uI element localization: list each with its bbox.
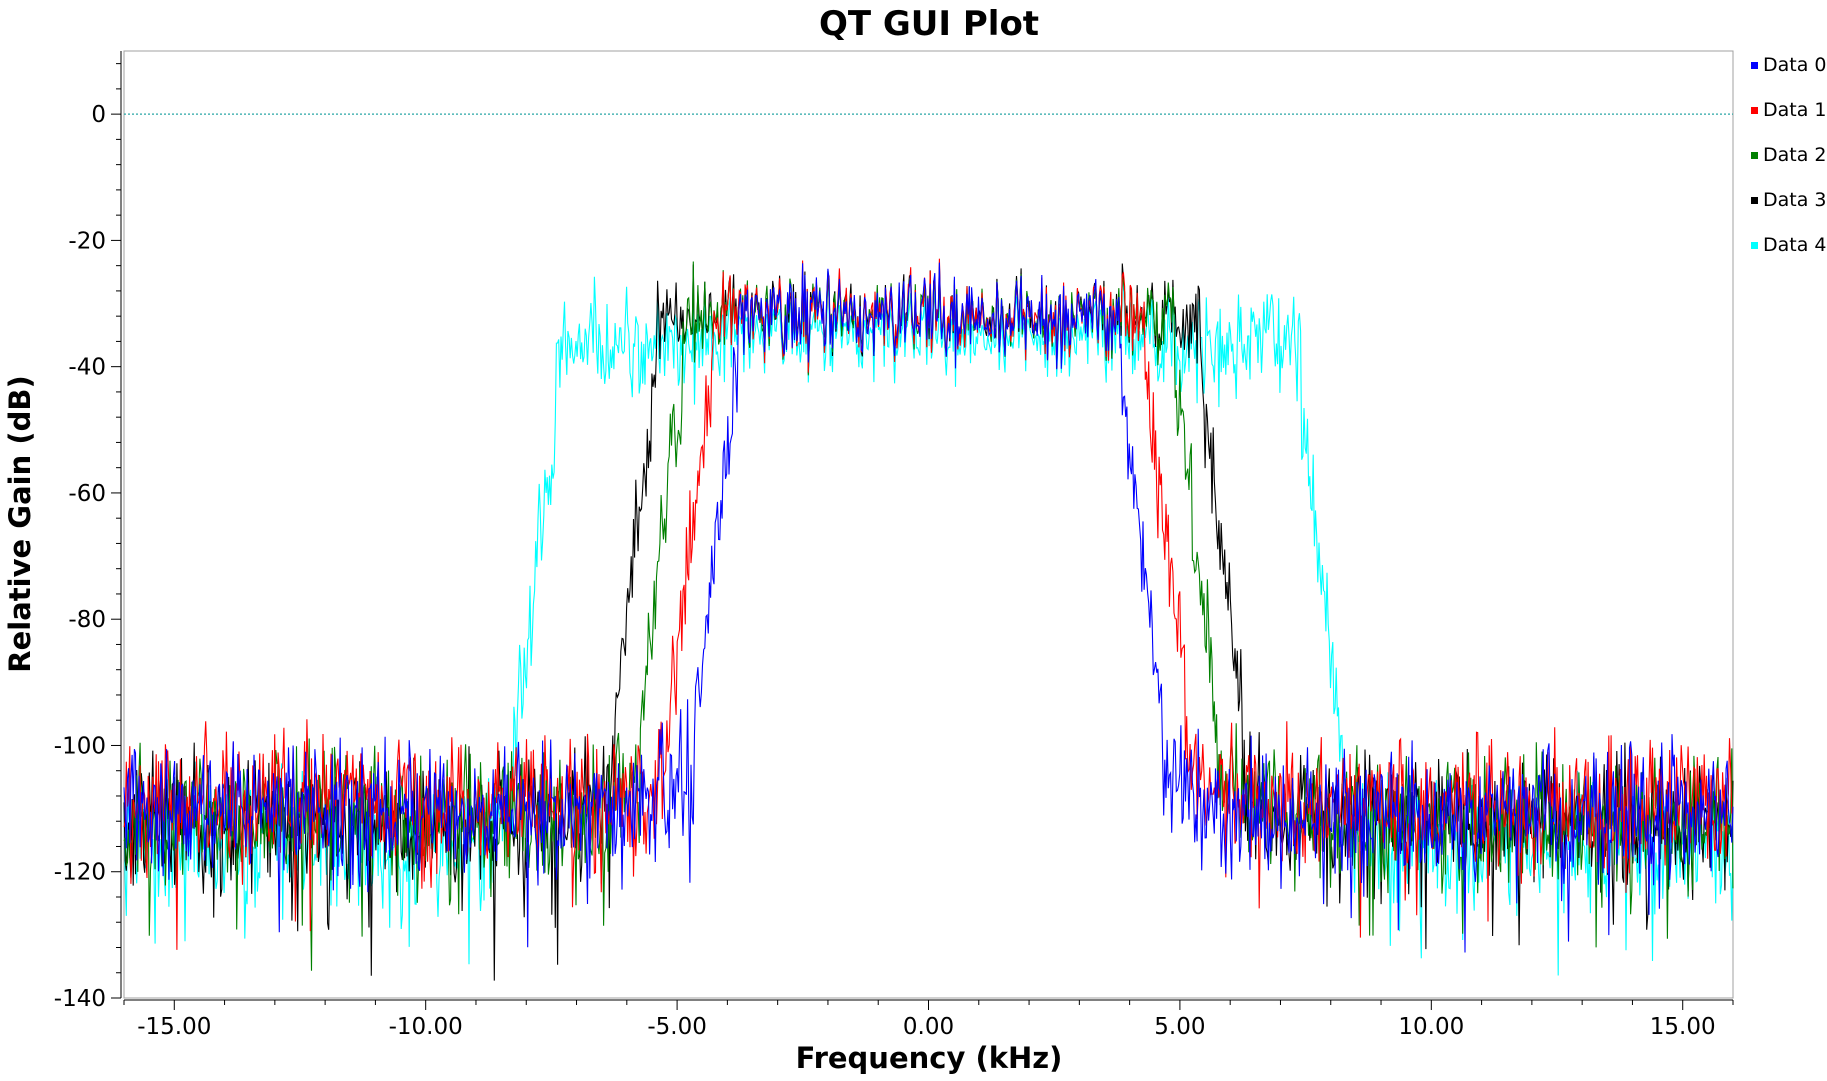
y-tick-label: -100 xyxy=(54,733,106,759)
y-tick-label: -80 xyxy=(68,607,106,633)
y-tick-label: -120 xyxy=(54,860,106,886)
chart-title: QT GUI Plot xyxy=(819,4,1039,44)
x-axis: -15.00 -10.00 -5.00 0.00 5.00 10.00 15.00 xyxy=(123,999,1734,1040)
legend-label: Data 1 xyxy=(1763,99,1827,121)
y-tick-label: -20 xyxy=(68,228,106,254)
legend-label: Data 2 xyxy=(1763,144,1827,166)
legend-swatch xyxy=(1751,242,1758,249)
y-axis-label: Relative Gain (dB) xyxy=(3,375,37,672)
legend-swatch xyxy=(1751,197,1758,204)
legend-swatch xyxy=(1751,152,1758,159)
legend-swatch xyxy=(1751,107,1758,114)
legend-label: Data 4 xyxy=(1763,234,1827,256)
legend-swatch xyxy=(1751,62,1758,69)
legend-label: Data 0 xyxy=(1763,54,1827,76)
x-tick-label: 0.00 xyxy=(903,1014,954,1040)
y-axis: 0 -20 -40 -60 -80 -100 -120 -140 xyxy=(54,51,122,1012)
legend-label: Data 3 xyxy=(1763,189,1827,211)
y-tick-label: -40 xyxy=(68,355,106,381)
series-layer xyxy=(123,258,1734,981)
x-tick-label: -15.00 xyxy=(137,1014,211,1040)
legend: Data 0 Data 1 Data 2 Data 3 Data 4 xyxy=(1751,54,1827,256)
x-tick-label: -10.00 xyxy=(389,1014,463,1040)
x-tick-label: 5.00 xyxy=(1154,1014,1205,1040)
x-tick-label: -5.00 xyxy=(647,1014,707,1040)
series-line-data-0 xyxy=(123,262,1734,953)
x-axis-label: Frequency (kHz) xyxy=(796,1041,1063,1075)
y-tick-label: 0 xyxy=(91,102,106,128)
y-tick-label: -140 xyxy=(54,986,106,1012)
x-tick-label: 10.00 xyxy=(1398,1014,1464,1040)
y-tick-label: -60 xyxy=(68,481,106,507)
x-tick-label: 15.00 xyxy=(1650,1014,1716,1040)
